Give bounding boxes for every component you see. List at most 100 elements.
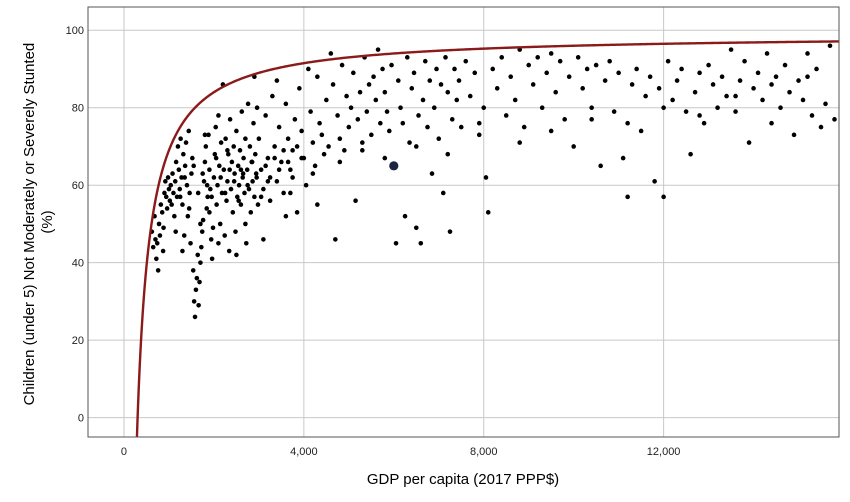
data-point <box>245 101 251 107</box>
data-point <box>200 217 206 223</box>
data-point <box>240 171 246 176</box>
data-point <box>210 225 216 231</box>
data-point <box>283 101 289 107</box>
data-point <box>195 252 201 258</box>
data-point <box>701 120 707 126</box>
data-point <box>299 128 304 134</box>
data-point <box>189 171 194 176</box>
y-axis-title-line1: Children (under 5) Not Moderately or Sev… <box>21 43 38 406</box>
data-point <box>194 275 200 281</box>
data-point <box>625 120 630 126</box>
data-point <box>252 151 258 157</box>
data-point <box>290 175 295 180</box>
data-point <box>769 120 774 126</box>
data-point <box>395 78 401 83</box>
data-point <box>706 62 711 68</box>
data-point <box>274 179 280 184</box>
data-point <box>165 175 171 180</box>
data-point <box>438 82 444 87</box>
data-point <box>429 171 435 176</box>
data-point <box>181 151 186 157</box>
data-point <box>200 171 205 176</box>
data-point <box>521 124 527 130</box>
data-point <box>764 51 770 56</box>
data-point <box>357 89 363 95</box>
data-point <box>244 167 250 173</box>
data-point <box>306 66 311 72</box>
data-point <box>238 167 244 173</box>
data-point <box>355 117 361 122</box>
data-point <box>463 58 469 64</box>
data-point <box>183 140 189 145</box>
data-point <box>285 159 291 165</box>
data-point <box>218 175 223 180</box>
data-point <box>485 210 491 215</box>
x-tick-label: 0 <box>121 446 127 458</box>
data-point <box>366 82 372 87</box>
data-point <box>156 221 162 227</box>
data-point <box>224 198 229 203</box>
data-point <box>294 144 300 149</box>
data-point <box>634 66 639 72</box>
data-point <box>805 74 810 80</box>
data-point <box>625 194 630 200</box>
data-point <box>530 82 536 87</box>
data-point <box>258 194 264 200</box>
data-point <box>407 140 412 145</box>
data-point <box>398 105 403 111</box>
data-point <box>742 58 747 64</box>
data-point <box>337 159 343 165</box>
data-point <box>177 186 183 192</box>
data-point <box>310 171 316 176</box>
data-point <box>204 206 210 211</box>
data-point <box>164 206 170 211</box>
data-point <box>443 55 448 60</box>
data-point <box>182 163 188 169</box>
data-point <box>274 78 280 83</box>
data-point <box>809 113 815 118</box>
data-point <box>247 144 253 149</box>
data-point <box>234 252 239 258</box>
data-point <box>185 213 191 219</box>
data-point <box>303 182 309 188</box>
data-point <box>208 237 214 242</box>
data-point <box>221 167 227 173</box>
data-point <box>692 89 698 95</box>
data-point <box>526 62 532 68</box>
data-point <box>225 148 230 153</box>
data-point <box>333 237 338 242</box>
data-point <box>607 58 612 64</box>
data-point <box>195 190 201 196</box>
data-point <box>589 117 594 122</box>
data-point <box>404 55 410 60</box>
data-point <box>409 86 415 91</box>
data-point <box>236 182 242 188</box>
data-point <box>272 155 277 161</box>
y-axis-title-line2: (%) <box>39 210 56 233</box>
data-point <box>449 117 455 122</box>
data-point <box>445 89 451 95</box>
data-point <box>208 186 213 192</box>
data-point <box>787 89 792 95</box>
data-point <box>206 132 211 138</box>
data-point <box>339 62 345 68</box>
data-point <box>297 86 302 91</box>
fit-curve-group <box>135 40 840 438</box>
data-point <box>389 62 394 68</box>
data-point <box>162 190 167 196</box>
data-point <box>203 144 209 149</box>
data-point <box>163 179 168 184</box>
data-point <box>369 132 374 138</box>
data-point <box>728 47 734 52</box>
data-point <box>204 182 210 188</box>
data-point <box>228 186 234 192</box>
data-point <box>172 179 178 184</box>
x-axis-title: GDP per capita (2017 PPP$) <box>367 471 559 488</box>
data-point <box>223 136 228 142</box>
data-point <box>328 51 334 56</box>
data-point <box>737 78 743 83</box>
data-point <box>661 194 666 200</box>
data-point <box>205 194 210 200</box>
data-point <box>458 124 464 130</box>
